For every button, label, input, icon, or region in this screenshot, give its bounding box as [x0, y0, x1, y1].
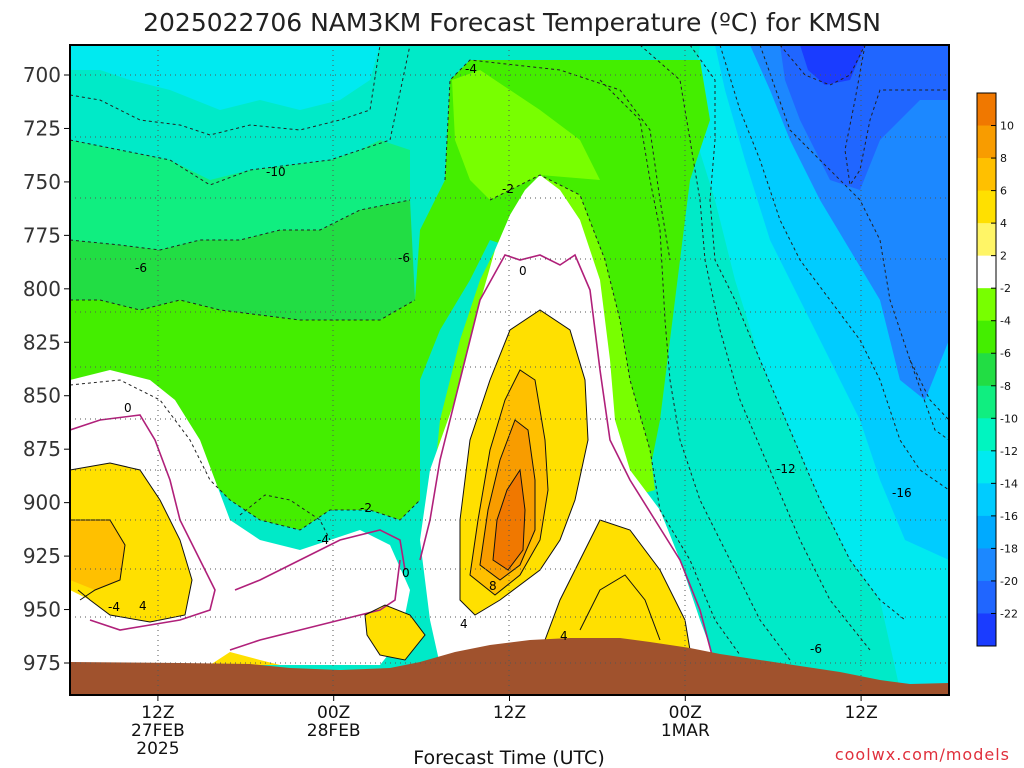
contour-label: -4: [317, 533, 329, 547]
contour-label: -6: [398, 251, 410, 265]
colorbar-swatch: [977, 158, 996, 192]
x-tick-label: 2025: [136, 739, 179, 759]
contour-label: -4: [465, 62, 477, 76]
field-plus2-bottom: [210, 652, 280, 665]
contour-label: -4: [108, 600, 120, 614]
colorbar-swatch: [977, 385, 996, 419]
colorbar-label: 2: [1000, 250, 1007, 263]
contour-label: -12: [776, 462, 796, 476]
x-axis-label: Forecast Time (UTC): [413, 747, 604, 768]
x-tick-label: 00Z: [317, 703, 350, 723]
colorbar-label: -12: [1000, 445, 1018, 458]
colorbar-label: -14: [1000, 477, 1018, 490]
x-tick-label: 12Z: [141, 703, 174, 723]
colorbar-swatch: [977, 548, 996, 582]
field-minus22: [800, 45, 865, 85]
x-tick-label: 1MAR: [661, 721, 710, 741]
field-minus10-left: [70, 140, 410, 250]
colorbar-swatch: [977, 288, 996, 322]
colorbar-swatch: [977, 418, 996, 452]
gridlines: [70, 45, 949, 695]
colorbar-label: -10: [1000, 412, 1018, 425]
plot-area: -4 -2 0 -10 -6 -6 0 -2 -4 0 -4 4 4 8 4 -…: [70, 45, 949, 695]
contour-label: -10: [266, 165, 286, 179]
colorbar-label: -16: [1000, 510, 1018, 523]
x-tick-label: 00Z: [669, 703, 702, 723]
x-tick-label: 28FEB: [307, 721, 361, 741]
contour-label: -6: [135, 261, 147, 275]
colorbar-label: -8: [1000, 380, 1011, 393]
colorbar-label: -20: [1000, 575, 1018, 588]
colorbar-swatch: [977, 613, 996, 647]
colorbar-swatch: [977, 125, 996, 159]
contour-label: -16: [892, 486, 912, 500]
y-tick-label: 850: [23, 384, 61, 408]
colorbar-swatch: [977, 515, 996, 549]
y-tick-label: 950: [23, 598, 61, 622]
y-tick-label: 925: [23, 544, 61, 568]
contour-label: 0: [519, 264, 527, 278]
y-tick-label: 725: [23, 116, 61, 140]
colorbar-swatch: [977, 450, 996, 484]
y-tick-label: 875: [23, 437, 61, 461]
colorbar-label: -18: [1000, 542, 1018, 555]
colorbar: 10 8 6 4 2 -2 -4 -6 -8 -10 -12 -14 -16 -18 -20 -22: [976, 92, 1018, 647]
colorbar-label: 4: [1000, 217, 1007, 230]
colorbar-swatch: [977, 223, 996, 257]
field-minus18: [750, 45, 949, 400]
colorbar-swatch: [977, 190, 996, 224]
contour-label: -2: [360, 501, 372, 515]
colorbar-swatch: [977, 93, 996, 127]
contour-label: 4: [460, 617, 468, 631]
y-tick-label: 700: [23, 63, 61, 87]
colorbar-swatch: [977, 483, 996, 517]
zero-contours: [70, 253, 713, 656]
colorbar-swatch: [977, 320, 996, 354]
colorbar-swatch: [977, 353, 996, 387]
field-minus12-left: [70, 45, 380, 110]
contour-label: 0: [402, 566, 410, 580]
colorbar-label: -2: [1000, 282, 1011, 295]
y-tick-label: 825: [23, 330, 61, 354]
contour-label: -6: [810, 642, 822, 656]
field-plus4-left: [70, 520, 125, 590]
colorbar-swatch: [977, 580, 996, 614]
contour-label: 0: [124, 401, 132, 415]
colorbar-label: -6: [1000, 347, 1011, 360]
colorbar-frame: [976, 92, 997, 647]
x-tick-label: 27FEB: [131, 721, 185, 741]
contour-labels: -4 -2 0 -10 -6 -6 0 -2 -4 0 -4 4 4 8 4 -…: [108, 62, 912, 656]
y-tick-label: 750: [23, 170, 61, 194]
contour-label: 4: [560, 629, 568, 643]
y-tick-label: 800: [23, 277, 61, 301]
y-tick-label: 775: [23, 223, 61, 247]
contour-label: -2: [502, 182, 514, 196]
field-minus6: [70, 60, 710, 530]
colorbar-label: 10: [1000, 120, 1014, 133]
credit-text: coolwx.com/models: [835, 745, 1010, 764]
chart-title: 2025022706 NAM3KM Forecast Temperature (…: [143, 8, 881, 37]
terrain: [70, 638, 949, 695]
colorbar-label: -4: [1000, 315, 1011, 328]
negative-contours: [70, 45, 949, 661]
contour-label: 4: [139, 599, 147, 613]
field-plus2-small: [365, 605, 425, 660]
x-tick-label: 12Z: [493, 703, 526, 723]
colorbar-swatch: [977, 255, 996, 289]
x-tick-label: 12Z: [844, 703, 877, 723]
y-tick-label: 900: [23, 491, 61, 515]
field-plus2-right: [545, 520, 690, 650]
colorbar-label: 8: [1000, 152, 1007, 165]
field-minus8-left: [70, 200, 415, 320]
colorbar-label: -22: [1000, 607, 1018, 620]
colorbar-label: 6: [1000, 185, 1007, 198]
contour-label: 8: [489, 579, 497, 593]
y-axis: 700 725 750 775 800 825 850 875 900 925 950 975: [23, 63, 70, 675]
y-tick-label: 975: [23, 651, 61, 675]
